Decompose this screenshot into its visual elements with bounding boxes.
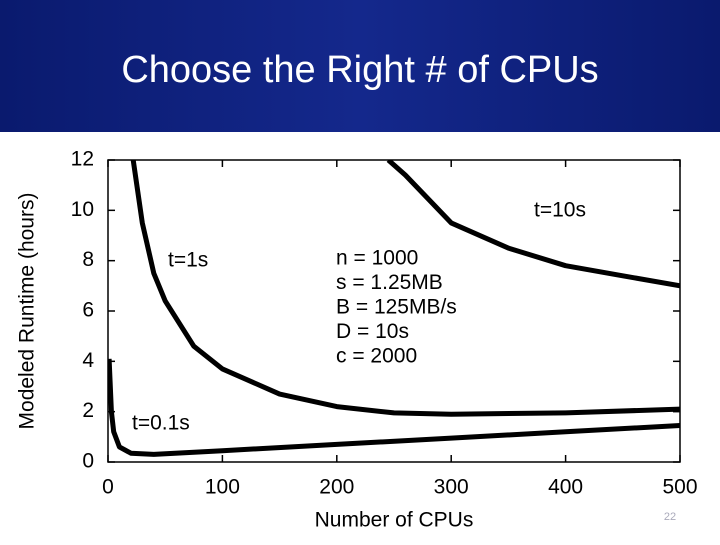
series-line: [108, 358, 680, 457]
x-tick-label: 0: [102, 476, 114, 499]
annotation: B = 125MB/s: [336, 296, 457, 319]
y-tick-label: 4: [82, 349, 94, 372]
x-tick-label: 300: [434, 476, 469, 499]
series-line: [130, 160, 680, 417]
y-tick-label: 12: [71, 148, 94, 171]
annotation: D = 10s: [336, 320, 409, 343]
annotation: n = 1000: [336, 247, 418, 270]
annotation: c = 2000: [336, 345, 417, 368]
y-axis-label: Modeled Runtime (hours): [16, 193, 39, 430]
series-label: t=1s: [168, 249, 208, 272]
y-tick-label: 0: [82, 450, 94, 473]
annotation: s = 1.25MB: [336, 271, 443, 294]
header-band: [0, 0, 720, 132]
series-label: t=10s: [534, 199, 586, 222]
x-tick-label: 200: [319, 476, 354, 499]
x-tick-label: 500: [662, 476, 697, 499]
series-line: [386, 160, 680, 289]
y-tick-label: 10: [71, 198, 94, 221]
x-tick-label: 100: [205, 476, 240, 499]
x-tick-label: 400: [548, 476, 583, 499]
y-tick-label: 8: [82, 248, 94, 271]
series-label: t=0.1s: [132, 412, 190, 435]
y-tick-label: 2: [82, 399, 94, 422]
slide-title: Choose the Right # of CPUs: [121, 49, 598, 91]
x-axis-label: Number of CPUs: [315, 509, 474, 532]
y-tick-label: 6: [82, 299, 94, 322]
page-number: 22: [664, 511, 676, 523]
